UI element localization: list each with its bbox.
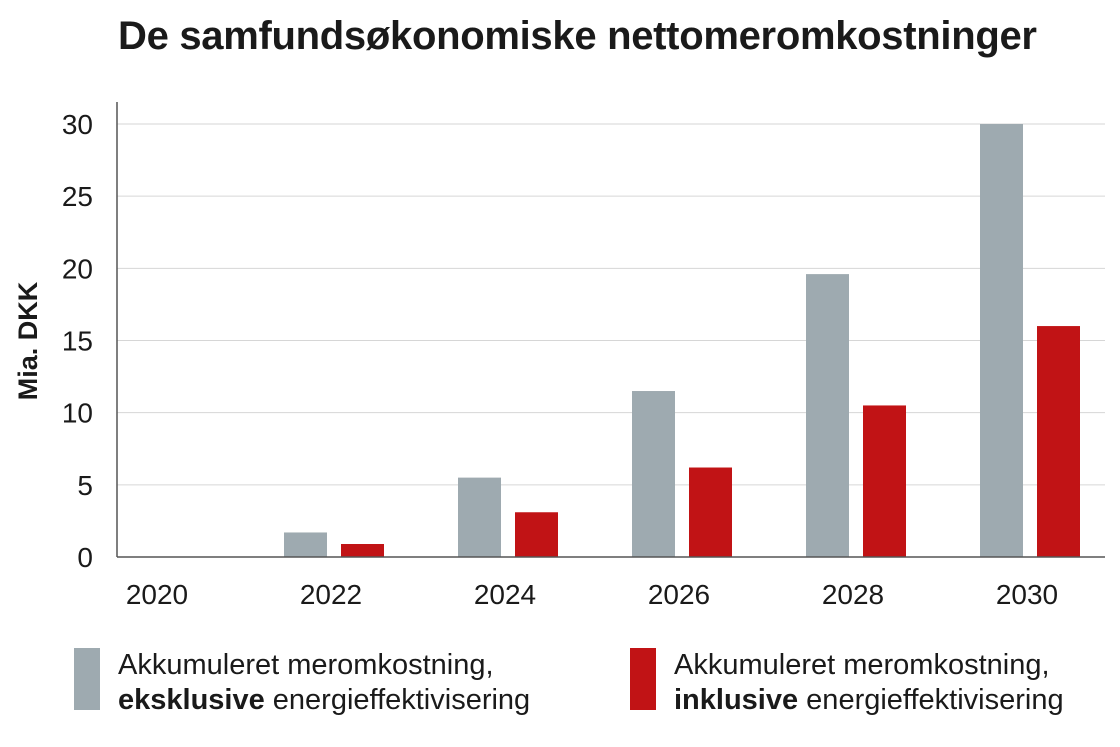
legend-swatch-exclusive [74,648,100,710]
bar-inclusive-2030 [1037,326,1080,557]
legend-item-exclusive: Akkumuleret meromkostning, eksklusive en… [74,648,530,718]
legend-label-exclusive-rest: energieffektivisering [264,684,531,716]
chart-title: De samfundsøkonomiske nettomeromkostning… [118,14,1037,58]
axes [116,102,1105,558]
legend-label-exclusive: Akkumuleret meromkostning, eksklusive en… [118,648,530,718]
bar-inclusive-2028 [863,405,906,557]
y-tick-label: 25 [62,181,93,212]
bars [284,124,1080,557]
y-tick-label: 20 [62,253,93,284]
bar-exclusive-2022 [284,532,327,557]
x-tick-labels: 2020 2022 2024 2026 2028 2030 [126,579,1058,610]
legend-item-inclusive: Akkumuleret meromkostning, inklusive ene… [630,648,1064,718]
x-tick-label: 2028 [822,579,884,610]
x-tick-label: 2024 [474,579,536,610]
y-tick-label: 5 [77,470,93,501]
legend-label-inclusive-bold: inklusive [674,684,799,716]
bar-inclusive-2024 [515,512,558,557]
bar-inclusive-2026 [689,467,732,557]
y-tick-label: 30 [62,109,93,140]
bar-exclusive-2030 [980,124,1023,557]
x-tick-label: 2022 [300,579,362,610]
y-tick-labels: 0 5 10 15 20 25 30 [62,109,93,573]
bar-exclusive-2028 [806,274,849,557]
legend-label-inclusive: Akkumuleret meromkostning, inklusive ene… [674,648,1064,718]
legend-label-inclusive-line1: Akkumuleret meromkostning, [674,649,1050,681]
legend-swatch-inclusive [630,648,656,710]
y-axis-label: Mia. DKK [13,281,43,400]
bar-exclusive-2024 [458,477,501,557]
chart-plot: 0 5 10 15 20 25 30 2020 2022 2024 2026 2028 2030 Mi… [13,102,1105,610]
y-tick-label: 0 [77,542,93,573]
y-tick-label: 10 [62,398,93,429]
bar-inclusive-2022 [341,544,384,557]
legend-label-exclusive-line1: Akkumuleret meromkostning, [118,649,494,681]
y-tick-label: 15 [62,326,93,357]
legend-label-inclusive-rest: energieffektivisering [798,684,1064,716]
grid-lines [117,123,1105,486]
x-tick-label: 2026 [648,579,710,610]
bar-exclusive-2026 [632,391,675,557]
x-tick-label: 2030 [996,579,1058,610]
legend-label-exclusive-bold: eksklusive [118,684,265,716]
legend-label-exclusive-line2: eksklusive energieffektivisering [118,683,530,718]
legend-label-inclusive-line2: inklusive energieffektivisering [674,683,1064,718]
x-tick-label: 2020 [126,579,188,610]
